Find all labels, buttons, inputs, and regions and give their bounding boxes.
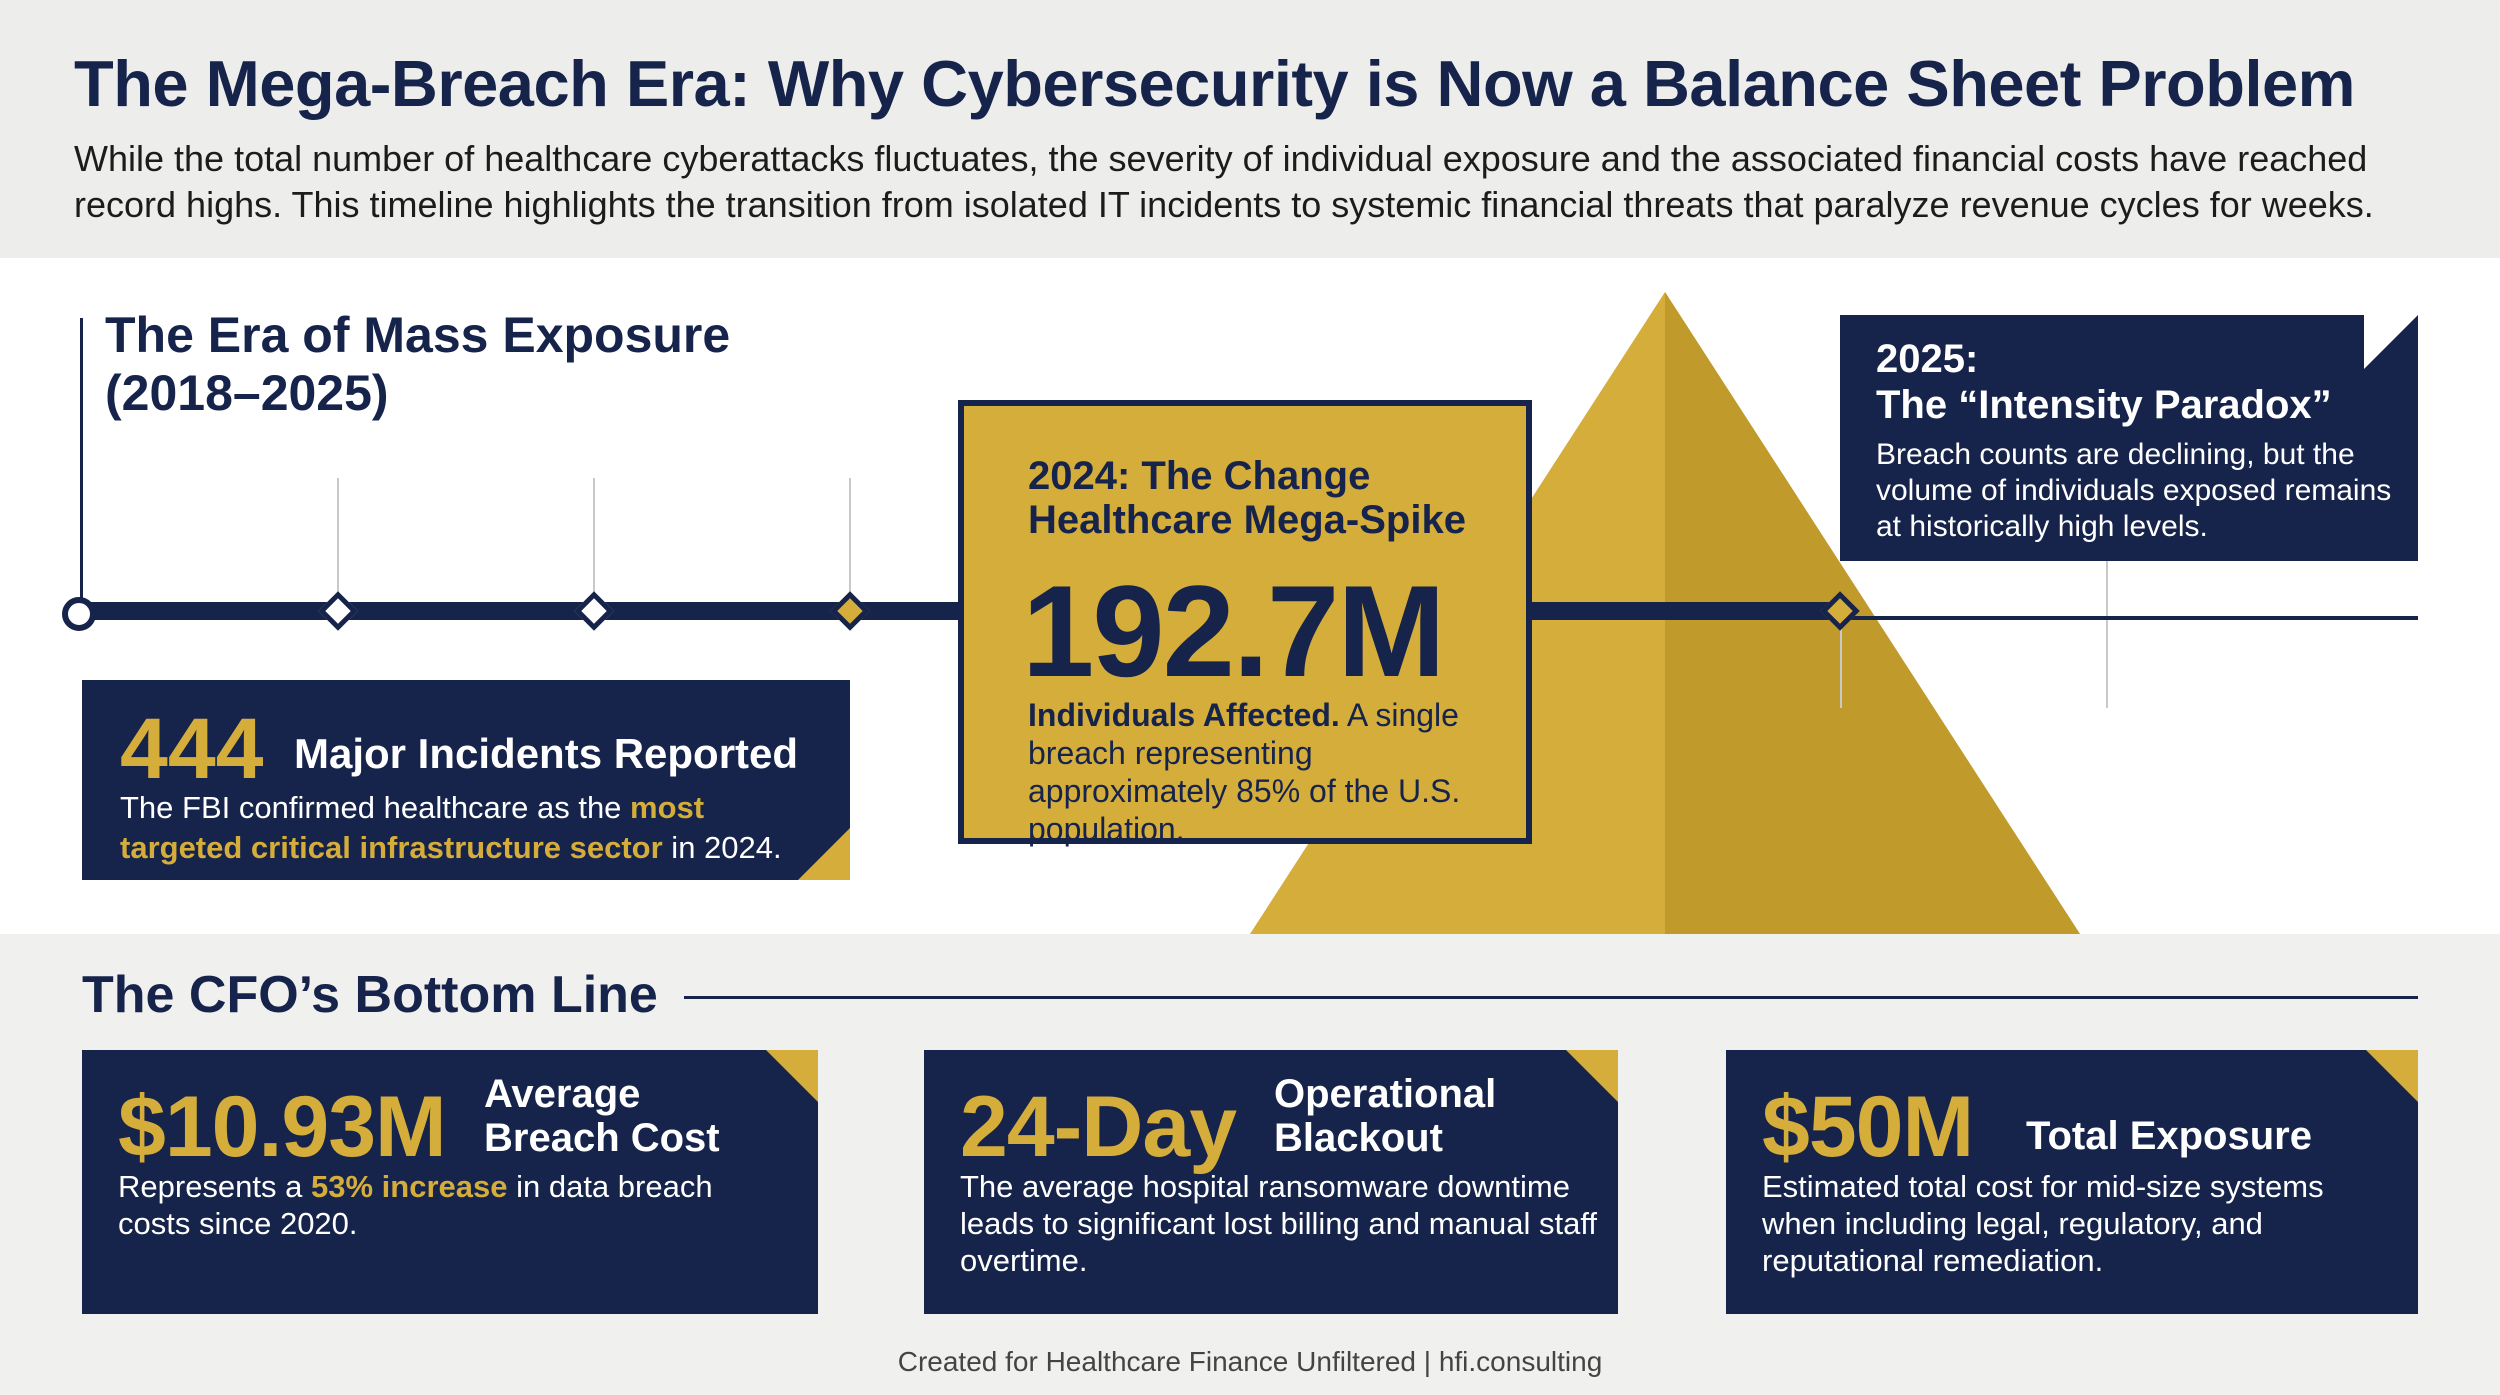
operational-blackout-card: 24-Day Operational Blackout The average … [924, 1050, 1618, 1314]
blackout-label: Operational Blackout [1274, 1072, 1496, 1160]
card-corner-accent [766, 1050, 818, 1102]
spike-desc-bold: Individuals Affected. [1028, 697, 1340, 733]
breach-cost-label-line2: Breach Cost [484, 1116, 720, 1160]
total-exposure-card: $50M Total Exposure Estimated total cost… [1726, 1050, 2418, 1314]
breach-cost-desc-pre: Represents a [118, 1169, 311, 1204]
exposure-description: Estimated total cost for mid-size system… [1762, 1169, 2324, 1278]
paradox-year: 2025: [1876, 337, 1979, 381]
era-vertical-rule [80, 318, 83, 618]
incidents-desc-highlight: most targeted critical infrastructure se… [120, 790, 705, 865]
breach-cost-description: Represents a 53% increase in data breach… [118, 1168, 758, 1242]
mega-spike-card: 2024: The Change Healthcare Mega-Spike 1… [958, 400, 1532, 847]
mega-spike-title: 2024: The Change Healthcare Mega-Spike [1028, 454, 1508, 542]
blackout-number: 24-Day [960, 1079, 1237, 1175]
mega-spike-description: Individuals Affected. A single breach re… [1028, 696, 1508, 848]
blackout-description: The average hospital ransomware downtime… [960, 1169, 1598, 1278]
mega-spike-number: 192.7M [1022, 558, 1446, 704]
page-title: The Mega-Breach Era: Why Cybersecurity i… [74, 47, 2355, 120]
exposure-number: $50M [1762, 1079, 1974, 1175]
paradox-description: Breach counts are declining, but the vol… [1876, 438, 2392, 543]
era-section-title: The Era of Mass Exposure (2018–2025) [105, 306, 730, 422]
header-band [0, 0, 2500, 258]
exposure-label: Total Exposure [2026, 1114, 2312, 1158]
card-corner-accent [798, 828, 850, 880]
breach-cost-label-line1: Average [484, 1072, 641, 1116]
era-title-line1: The Era of Mass Exposure [105, 307, 731, 363]
spike-right-face [1665, 292, 2080, 934]
bottom-line-title: The CFO’s Bottom Line [82, 966, 658, 1024]
blackout-label-line1: Operational [1274, 1072, 1497, 1116]
timeline-tick [593, 478, 595, 602]
breach-cost-desc-post: in data breach costs since 2020. [118, 1169, 713, 1241]
page-subtitle: While the total number of healthcare cyb… [74, 138, 2374, 225]
card-corner-accent [1566, 1050, 1618, 1102]
breach-cost-label: Average Breach Cost [484, 1072, 720, 1160]
timeline-tick [2106, 560, 2108, 708]
timeline-tick [337, 478, 339, 602]
card-corner-accent [2366, 1050, 2418, 1102]
spike-desc-rest: A single breach representing approximate… [1028, 697, 1461, 847]
blackout-label-line2: Blackout [1274, 1116, 1443, 1160]
card-corner-cut [2364, 315, 2418, 369]
breach-cost-number: $10.93M [118, 1079, 447, 1175]
timeline-tick [1840, 618, 1842, 708]
breach-cost-desc-highlight: 53% increase [311, 1169, 508, 1204]
footer-credit: Created for Healthcare Finance Unfiltere… [897, 1346, 1603, 1377]
era-title-line2: (2018–2025) [105, 365, 389, 421]
incidents-description: The FBI confirmed healthcare as the most… [120, 788, 820, 868]
intensity-paradox-card: 2025: The “Intensity Paradox” Breach cou… [1840, 315, 2418, 561]
spike-title-line1: 2024: The Change [1028, 454, 1371, 498]
bottom-line-rule [684, 996, 2418, 999]
incidents-desc-post: in 2024. [662, 830, 782, 865]
incidents-label: Major Incidents Reported [294, 730, 799, 777]
timeline-tick [849, 478, 851, 602]
timeline-axis-segment [1530, 602, 1840, 620]
timeline-start-node [62, 597, 96, 631]
incidents-desc-pre: The FBI confirmed healthcare as the [120, 790, 631, 825]
timeline-axis-thin [1840, 616, 2418, 620]
timeline-axis [80, 602, 960, 620]
incidents-number: 444 [120, 701, 264, 797]
paradox-title: The “Intensity Paradox” [1876, 383, 2332, 427]
breach-cost-card: $10.93M Average Breach Cost Represents a… [82, 1050, 818, 1314]
incidents-card: 444 Major Incidents Reported The FBI con… [82, 680, 850, 880]
spike-title-line2: Healthcare Mega-Spike [1028, 498, 1466, 542]
